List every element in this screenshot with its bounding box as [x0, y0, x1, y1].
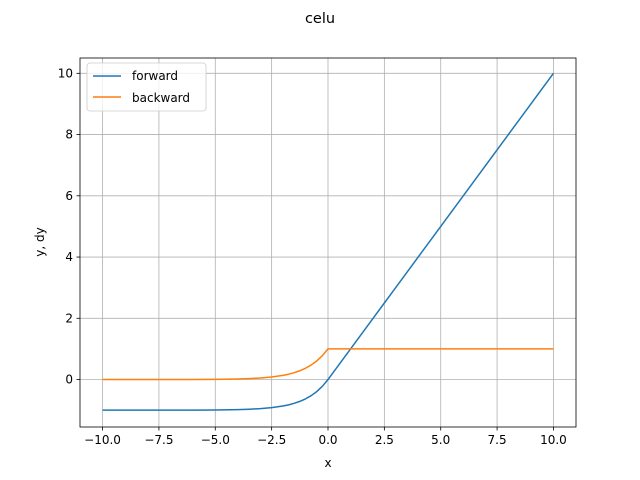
axis-ticks: −10.0 −7.5 −5.0 −2.5 0.0 2.5 5.0 7.5 10.0 0 2 4 6 8 10 — [58, 66, 567, 447]
y-tick-label: 2 — [65, 311, 73, 325]
x-tick-label: 5.0 — [431, 433, 450, 447]
legend-label-forward: forward — [132, 69, 178, 83]
y-tick-label: 4 — [65, 250, 73, 264]
series-line-forward — [102, 72, 555, 411]
chart-title: celu — [305, 11, 335, 27]
x-tick-label: 7.5 — [488, 433, 507, 447]
y-tick-label: 6 — [65, 189, 73, 203]
legend-label-backward: backward — [132, 91, 190, 105]
y-tick-label: 8 — [65, 128, 73, 142]
x-tick-label: −10.0 — [84, 433, 121, 447]
series-lines — [102, 72, 555, 411]
legend: forward backward — [86, 62, 207, 112]
x-tick-label: 0.0 — [318, 433, 337, 447]
y-axis-label: y, dy — [33, 227, 47, 256]
legend-box — [86, 62, 207, 112]
x-tick-label: −2.5 — [257, 433, 286, 447]
y-tick-label: 10 — [58, 66, 73, 80]
x-tick-label: 10.0 — [540, 433, 567, 447]
x-tick-label: −7.5 — [144, 433, 173, 447]
x-tick-label: −5.0 — [201, 433, 230, 447]
x-axis-label: x — [324, 456, 331, 470]
x-tick-label: 2.5 — [375, 433, 394, 447]
series-line-backward — [102, 348, 554, 381]
y-tick-label: 0 — [65, 373, 73, 387]
